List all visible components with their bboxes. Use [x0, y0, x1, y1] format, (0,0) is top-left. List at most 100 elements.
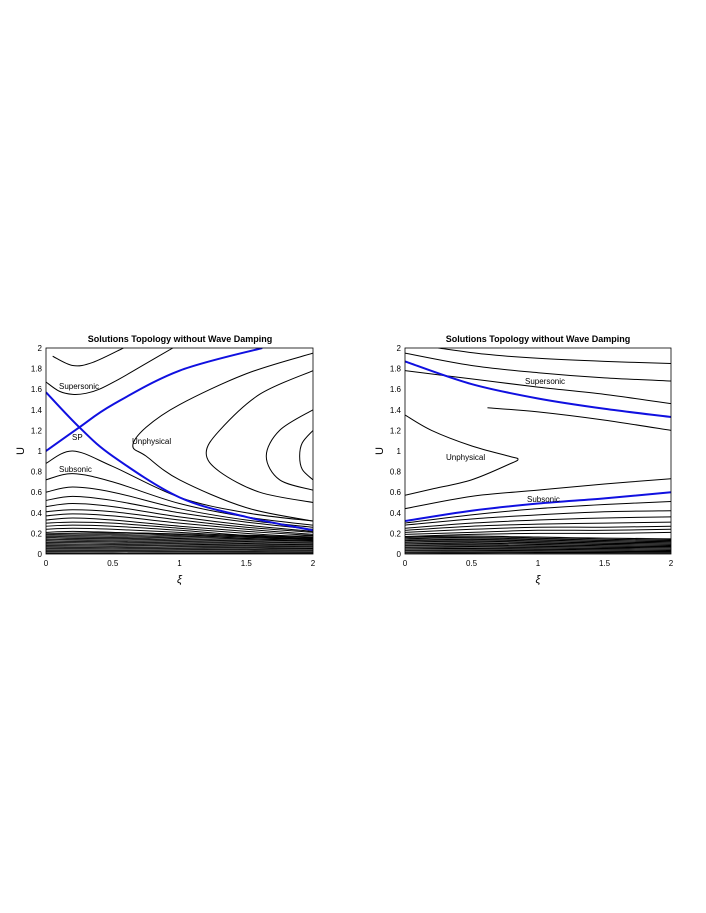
right-ytick-10: 2: [397, 344, 402, 353]
right-plot-area: [405, 348, 671, 554]
right-ytick-7: 1.4: [390, 406, 402, 415]
subsonic-contour-line: [46, 486, 313, 528]
right-xtick-1: 0.5: [466, 559, 478, 568]
right-panel: Solutions Topology without Wave Damping …: [374, 334, 674, 586]
left-ytick-4: 0.8: [31, 468, 43, 477]
left-xtick-2: 1: [177, 559, 182, 568]
dense-contour-line: [46, 539, 313, 542]
left-ytick-5: 1: [38, 447, 43, 456]
right-ticks: 0 0.5 1 1.5 2 0 0.2 0.4 0.6 0.8 1 1.2 1.…: [390, 344, 674, 568]
right-ytick-0: 0: [397, 550, 402, 559]
left-ytick-3: 0.6: [31, 488, 43, 497]
dense-contour-line: [46, 539, 313, 543]
subsonic-contour-line: [46, 530, 313, 542]
left-axes-frame: [45, 347, 314, 555]
left-xtick-1: 0.5: [107, 559, 119, 568]
dense-contour-line: [46, 545, 313, 548]
subsonic-contour-line: [46, 509, 313, 533]
unphysical-contour-line: [265, 409, 313, 491]
right-ytick-2: 0.4: [390, 509, 402, 518]
left-panel: Solutions Topology without Wave Damping …: [15, 334, 316, 586]
dense-contour-line: [405, 543, 671, 546]
subsonic-contour-line: [405, 525, 671, 533]
left-plot-area: [46, 348, 313, 554]
dense-contour-line: [405, 537, 671, 541]
subsonic-contour-line: [46, 527, 313, 541]
left-ytick-9: 1.8: [31, 365, 43, 374]
dense-contour-line: [46, 546, 313, 549]
subsonic-contour-line: [405, 516, 671, 529]
dense-contour-line: [405, 545, 671, 548]
subsonic-contour-line: [46, 517, 313, 536]
dense-contour-line: [46, 546, 313, 548]
right-annotation-supersonic: Supersonic: [525, 377, 565, 386]
subsonic-contour-line: [46, 503, 313, 532]
dense-contour-line: [405, 543, 671, 547]
left-ytick-2: 0.4: [31, 509, 43, 518]
subsonic-contour-line: [405, 521, 671, 531]
supersonic-contour-line: [487, 407, 671, 431]
dense-contour-line: [405, 550, 671, 552]
left-annotation-subsonic: Subsonic: [59, 465, 92, 474]
right-ytick-8: 1.6: [390, 385, 402, 394]
left-ticks: 0 0.5 1 1.5 2 0 0.2 0.4 0.6 0.8 1 1.2 1.…: [31, 344, 316, 568]
dense-contour-line: [405, 540, 671, 544]
left-ytick-10: 2: [38, 344, 43, 353]
dense-contour-line: [46, 532, 313, 537]
left-annotation-supersonic: Supersonic: [59, 382, 99, 391]
dense-contour-line: [46, 540, 313, 544]
dense-contour-line: [405, 549, 671, 551]
right-y-axis-label: U: [374, 447, 386, 455]
dense-contour-line: [46, 541, 313, 544]
subsonic-contour-line: [405, 478, 671, 510]
dense-contour-line: [405, 539, 671, 543]
supersonic-contour-line: [438, 348, 671, 364]
left-xtick-0: 0: [44, 559, 49, 568]
dense-contour-line: [405, 548, 671, 550]
left-xtick-4: 2: [311, 559, 316, 568]
dense-contour-line: [46, 537, 313, 541]
dense-contour-line: [46, 549, 313, 552]
left-ytick-8: 1.6: [31, 385, 43, 394]
dense-contour-line: [405, 549, 671, 551]
dense-contour-line: [46, 549, 313, 551]
dense-contour-line: [405, 541, 671, 544]
left-chart-title: Solutions Topology without Wave Damping: [88, 334, 273, 344]
right-xtick-3: 1.5: [599, 559, 611, 568]
subsonic-contour-line: [46, 521, 313, 539]
left-ytick-0: 0: [38, 550, 43, 559]
subsonic-contour-line: [46, 450, 313, 522]
right-ytick-1: 0.2: [390, 529, 402, 538]
dense-contour-line: [46, 543, 313, 546]
subsonic-contour-line: [405, 531, 671, 537]
right-ytick-9: 1.8: [390, 365, 402, 374]
dense-contour-line: [405, 542, 671, 545]
dense-contour-line: [46, 538, 313, 542]
dense-contour-line: [46, 542, 313, 546]
critical-solution-line: [46, 391, 313, 532]
dense-contour-line: [405, 535, 671, 539]
dense-contour-line: [46, 542, 313, 545]
right-ytick-6: 1.2: [390, 426, 402, 435]
right-annotation-subsonic: Subsonic: [527, 495, 560, 504]
subsonic-contour-line: [46, 473, 313, 526]
supersonic-contour-line: [52, 348, 124, 367]
left-ytick-7: 1.4: [31, 406, 43, 415]
right-curves: [405, 348, 671, 554]
critical-solution-line: [46, 348, 263, 452]
dense-contour-line: [405, 541, 671, 545]
supersonic-contour-line: [46, 348, 174, 395]
right-xtick-0: 0: [403, 559, 408, 568]
subsonic-contour-line: [46, 524, 313, 540]
right-annotation-unphysical: Unphysical: [446, 453, 485, 462]
right-chart-title: Solutions Topology without Wave Damping: [446, 334, 631, 344]
dense-contour-line: [405, 538, 671, 542]
right-x-axis-label: ξ: [536, 574, 542, 586]
unphysical-contour-line: [299, 430, 313, 481]
subsonic-contour-line: [46, 495, 313, 530]
subsonic-contour-line: [405, 500, 671, 524]
dense-contour-line: [405, 547, 671, 550]
right-xtick-2: 1: [536, 559, 541, 568]
subsonic-contour-line: [405, 528, 671, 535]
